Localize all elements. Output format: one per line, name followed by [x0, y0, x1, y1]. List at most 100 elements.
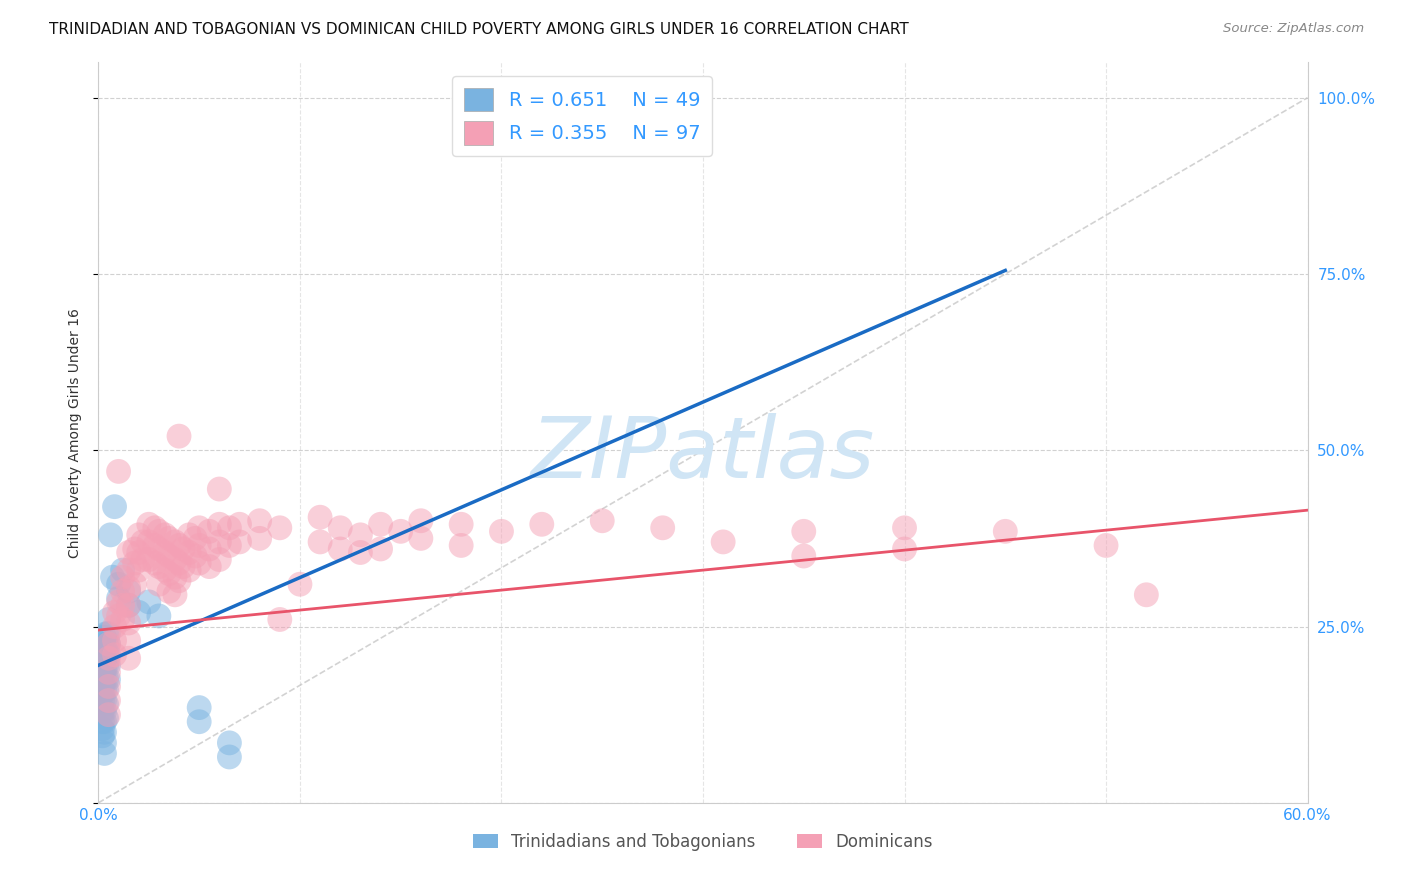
Point	[124, 541, 146, 556]
Point	[93, 683, 115, 698]
Point	[96, 637, 118, 651]
Point	[329, 541, 352, 556]
Point	[93, 714, 115, 729]
Point	[124, 556, 146, 570]
Point	[188, 700, 211, 714]
Point	[101, 570, 124, 584]
Point	[91, 637, 114, 651]
Point	[97, 658, 120, 673]
Point	[172, 541, 194, 556]
Point	[249, 532, 271, 546]
Point	[118, 633, 141, 648]
Point	[138, 552, 160, 566]
Point	[249, 514, 271, 528]
Point	[153, 528, 176, 542]
Point	[118, 599, 141, 613]
Point	[91, 665, 114, 680]
Point	[111, 584, 134, 599]
Point	[97, 707, 120, 722]
Point	[91, 722, 114, 736]
Point	[148, 559, 170, 574]
Point	[163, 570, 186, 584]
Point	[148, 541, 170, 556]
Point	[107, 595, 129, 609]
Point	[118, 584, 141, 599]
Point	[409, 532, 432, 546]
Point	[93, 673, 115, 687]
Point	[103, 606, 125, 620]
Point	[93, 736, 115, 750]
Point	[96, 711, 118, 725]
Point	[893, 521, 915, 535]
Point	[167, 429, 190, 443]
Point	[97, 680, 120, 694]
Point	[184, 549, 207, 563]
Point	[118, 545, 141, 559]
Point	[128, 563, 150, 577]
Point	[100, 528, 122, 542]
Point	[118, 651, 141, 665]
Point	[530, 517, 553, 532]
Point	[218, 736, 240, 750]
Point	[111, 563, 134, 577]
Point	[107, 591, 129, 606]
Point	[138, 595, 160, 609]
Text: Source: ZipAtlas.com: Source: ZipAtlas.com	[1223, 22, 1364, 36]
Point	[163, 535, 186, 549]
Point	[994, 524, 1017, 539]
Point	[309, 510, 332, 524]
Point	[97, 673, 120, 687]
Point	[163, 588, 186, 602]
Point	[148, 524, 170, 539]
Point	[93, 693, 115, 707]
Point	[103, 633, 125, 648]
Text: ZIPatlas: ZIPatlas	[531, 413, 875, 496]
Point	[128, 528, 150, 542]
Point	[143, 556, 166, 570]
Point	[370, 541, 392, 556]
Point	[153, 545, 176, 559]
Legend: Trinidadians and Tobagonians, Dominicans: Trinidadians and Tobagonians, Dominicans	[467, 826, 939, 857]
Point	[103, 648, 125, 662]
Point	[118, 615, 141, 630]
Point	[93, 725, 115, 739]
Point	[97, 693, 120, 707]
Point	[111, 599, 134, 613]
Point	[163, 552, 186, 566]
Point	[893, 541, 915, 556]
Point	[97, 651, 120, 665]
Point	[157, 549, 180, 563]
Point	[91, 729, 114, 743]
Point	[91, 686, 114, 700]
Point	[218, 538, 240, 552]
Point	[288, 577, 311, 591]
Point	[218, 750, 240, 764]
Point	[370, 517, 392, 532]
Point	[188, 538, 211, 552]
Point	[208, 535, 231, 549]
Point	[349, 528, 371, 542]
Point	[228, 535, 250, 549]
Point	[97, 637, 120, 651]
Point	[188, 556, 211, 570]
Point	[1095, 538, 1118, 552]
Point	[153, 563, 176, 577]
Point	[91, 680, 114, 694]
Point	[91, 658, 114, 673]
Point	[118, 581, 141, 595]
Point	[793, 524, 815, 539]
Point	[107, 609, 129, 624]
Point	[793, 549, 815, 563]
Point	[97, 665, 120, 680]
Point	[138, 535, 160, 549]
Point	[118, 599, 141, 613]
Point	[188, 521, 211, 535]
Point	[97, 637, 120, 651]
Point	[103, 500, 125, 514]
Point	[167, 556, 190, 570]
Point	[349, 545, 371, 559]
Point	[132, 535, 155, 549]
Point	[450, 538, 472, 552]
Point	[93, 640, 115, 655]
Point	[93, 630, 115, 644]
